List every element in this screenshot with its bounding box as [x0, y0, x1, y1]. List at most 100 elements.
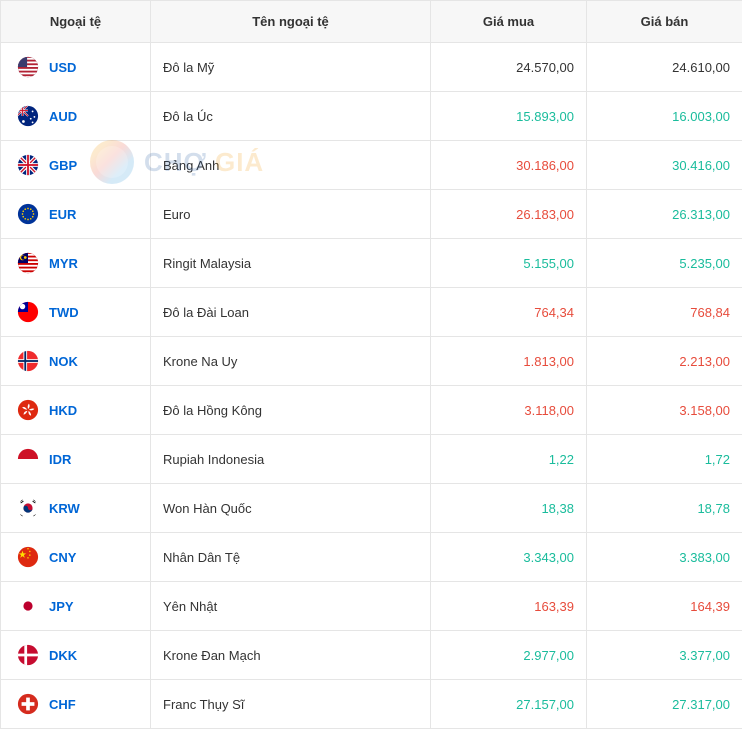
sell-price-cell: 3.158,00	[587, 386, 742, 435]
sell-price-cell: 27.317,00	[587, 680, 742, 729]
currency-code-link[interactable]: TWD	[49, 305, 79, 320]
sell-price-cell: 18,78	[587, 484, 742, 533]
currency-name-cell: Bảng Anh	[151, 141, 431, 190]
currency-code-link[interactable]: DKK	[49, 648, 77, 663]
currency-code-link[interactable]: USD	[49, 60, 76, 75]
buy-price-cell: 764,34	[431, 288, 587, 337]
currency-code-link[interactable]: IDR	[49, 452, 71, 467]
sell-price-cell: 2.213,00	[587, 337, 742, 386]
currency-name-cell: Nhân Dân Tệ	[151, 533, 431, 582]
currency-name-cell: Yên Nhật	[151, 582, 431, 631]
sell-price-cell: 3.383,00	[587, 533, 742, 582]
currency-code-cell: USD	[1, 43, 151, 92]
hkd-flag-icon	[17, 399, 39, 421]
currency-code-link[interactable]: KRW	[49, 501, 80, 516]
sell-price-cell: 5.235,00	[587, 239, 742, 288]
currency-code-link[interactable]: JPY	[49, 599, 74, 614]
currency-code-cell: EUR	[1, 190, 151, 239]
twd-flag-icon	[17, 301, 39, 323]
currency-code-link[interactable]: GBP	[49, 158, 77, 173]
buy-price-cell: 163,39	[431, 582, 587, 631]
currency-name-cell: Đô la Đài Loan	[151, 288, 431, 337]
currency-code-cell: CHF	[1, 680, 151, 729]
currency-name-cell: Franc Thụy Sĩ	[151, 680, 431, 729]
currency-code-cell: NOK	[1, 337, 151, 386]
sell-price-cell: 3.377,00	[587, 631, 742, 680]
sell-price-cell: 24.610,00	[587, 43, 742, 92]
table-row: NOK Krone Na Uy1.813,002.213,00	[1, 337, 742, 386]
table-header-row: Ngoại tệ Tên ngoại tệ Giá mua Giá bán	[1, 1, 742, 43]
currency-code-cell: AUD	[1, 92, 151, 141]
currency-code-cell: HKD	[1, 386, 151, 435]
currency-name-cell: Ringit Malaysia	[151, 239, 431, 288]
currency-code-cell: GBP	[1, 141, 151, 190]
buy-price-cell: 5.155,00	[431, 239, 587, 288]
currency-name-cell: Đô la Úc	[151, 92, 431, 141]
buy-price-cell: 3.118,00	[431, 386, 587, 435]
currency-name-cell: Rupiah Indonesia	[151, 435, 431, 484]
table-row: CHF Franc Thụy Sĩ27.157,0027.317,00	[1, 680, 742, 729]
usd-flag-icon	[17, 56, 39, 78]
currency-code-link[interactable]: MYR	[49, 256, 78, 271]
currency-code-cell: DKK	[1, 631, 151, 680]
currency-code-cell: TWD	[1, 288, 151, 337]
currency-code-cell: JPY	[1, 582, 151, 631]
currency-name-cell: Euro	[151, 190, 431, 239]
jpy-flag-icon	[17, 595, 39, 617]
table-row: AUD Đô la Úc15.893,0016.003,00	[1, 92, 742, 141]
sell-price-cell: 164,39	[587, 582, 742, 631]
table-row: DKKKrone Đan Mạch2.977,003.377,00	[1, 631, 742, 680]
buy-price-cell: 2.977,00	[431, 631, 587, 680]
table-row: USD Đô la Mỹ24.570,0024.610,00	[1, 43, 742, 92]
table-row: JPY Yên Nhật163,39164,39	[1, 582, 742, 631]
table-row: MYR Ringit Malaysia5.155,005.235,00	[1, 239, 742, 288]
table-row: IDR Rupiah Indonesia1,221,72	[1, 435, 742, 484]
sell-price-cell: 768,84	[587, 288, 742, 337]
col-header-currency-code: Ngoại tệ	[1, 1, 151, 43]
buy-price-cell: 1,22	[431, 435, 587, 484]
sell-price-cell: 16.003,00	[587, 92, 742, 141]
currency-code-link[interactable]: NOK	[49, 354, 78, 369]
eur-flag-icon	[17, 203, 39, 225]
currency-name-cell: Đô la Hồng Kông	[151, 386, 431, 435]
col-header-currency-name: Tên ngoại tệ	[151, 1, 431, 43]
idr-flag-icon	[17, 448, 39, 470]
sell-price-cell: 1,72	[587, 435, 742, 484]
myr-flag-icon	[17, 252, 39, 274]
currency-code-cell: CNY	[1, 533, 151, 582]
nok-flag-icon	[17, 350, 39, 372]
col-header-buy: Giá mua	[431, 1, 587, 43]
krw-flag-icon	[17, 497, 39, 519]
table-row: GBP Bảng Anh30.186,0030.416,00	[1, 141, 742, 190]
buy-price-cell: 27.157,00	[431, 680, 587, 729]
table-row: EUREuro26.183,0026.313,00	[1, 190, 742, 239]
buy-price-cell: 30.186,00	[431, 141, 587, 190]
table-row: TWD Đô la Đài Loan764,34768,84	[1, 288, 742, 337]
sell-price-cell: 30.416,00	[587, 141, 742, 190]
currency-name-cell: Won Hàn Quốc	[151, 484, 431, 533]
buy-price-cell: 15.893,00	[431, 92, 587, 141]
buy-price-cell: 1.813,00	[431, 337, 587, 386]
currency-code-link[interactable]: CNY	[49, 550, 76, 565]
cny-flag-icon	[17, 546, 39, 568]
currency-code-cell: IDR	[1, 435, 151, 484]
table-row: CNY Nhân Dân Tệ3.343,003.383,00	[1, 533, 742, 582]
buy-price-cell: 24.570,00	[431, 43, 587, 92]
buy-price-cell: 3.343,00	[431, 533, 587, 582]
dkk-flag-icon	[17, 644, 39, 666]
currency-code-link[interactable]: AUD	[49, 109, 77, 124]
currency-code-cell: MYR	[1, 239, 151, 288]
currency-code-cell: KRW	[1, 484, 151, 533]
chf-flag-icon	[17, 693, 39, 715]
aud-flag-icon	[17, 105, 39, 127]
buy-price-cell: 18,38	[431, 484, 587, 533]
exchange-rate-table: Ngoại tệ Tên ngoại tệ Giá mua Giá bán US…	[0, 0, 742, 729]
currency-code-link[interactable]: HKD	[49, 403, 77, 418]
currency-name-cell: Krone Na Uy	[151, 337, 431, 386]
gbp-flag-icon	[17, 154, 39, 176]
currency-code-link[interactable]: CHF	[49, 697, 76, 712]
currency-name-cell: Đô la Mỹ	[151, 43, 431, 92]
sell-price-cell: 26.313,00	[587, 190, 742, 239]
currency-code-link[interactable]: EUR	[49, 207, 76, 222]
col-header-sell: Giá bán	[587, 1, 742, 43]
